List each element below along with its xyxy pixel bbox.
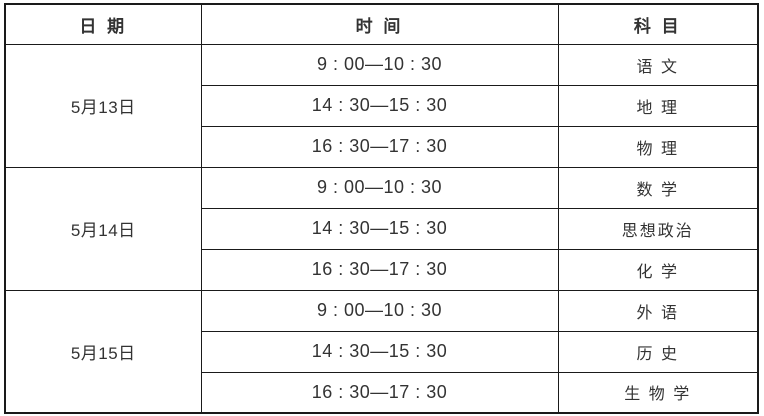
time-cell: 16 : 30—17 : 30 (200, 125, 559, 168)
time-cell: 16 : 30—17 : 30 (200, 371, 559, 414)
subject-cell: 化 学 (557, 248, 759, 291)
time-cell: 14 : 30—15 : 30 (200, 207, 559, 250)
table-row: 5月15日 9 : 00—10 : 30 外 语 (4, 289, 759, 414)
time-cell: 14 : 30—15 : 30 (200, 330, 559, 373)
time-cell: 14 : 30—15 : 30 (200, 84, 559, 127)
subject-cell: 数 学 (557, 166, 759, 209)
table-row: 16 : 30—17 : 30 生 物 学 (5, 371, 759, 414)
date-cell: 5月15日 (4, 289, 202, 414)
header-subject: 科 目 (557, 3, 759, 45)
subject-cell: 历 史 (557, 330, 759, 373)
time-cell: 16 : 30—17 : 30 (200, 248, 559, 291)
subject-cell: 生 物 学 (557, 371, 759, 414)
time-cell: 9 : 00—10 : 30 (200, 166, 559, 209)
time-cell: 9 : 00—10 : 30 (200, 289, 559, 332)
table-row: 5月13日 9 : 00—10 : 30 语 文 (4, 43, 759, 168)
header-time: 时 间 (200, 3, 559, 45)
subject-cell: 思想政治 (557, 207, 759, 250)
time-cell: 9 : 00—10 : 30 (200, 43, 559, 86)
exam-schedule-table: 日 期 时 间 科 目 5月13日 9 : 00—10 : 30 语 文 14 … (4, 3, 759, 414)
table-row: 5月14日 9 : 00—10 : 30 数 学 (4, 166, 759, 291)
subject-cell: 语 文 (557, 43, 759, 86)
subject-cell: 物 理 (557, 125, 759, 168)
subject-cell: 外 语 (557, 289, 759, 332)
header-row: 日 期 时 间 科 目 (4, 3, 759, 45)
date-cell: 5月13日 (4, 43, 202, 168)
subject-cell: 地 理 (557, 84, 759, 127)
table-row: 14 : 30—15 : 30 地 理 (5, 84, 759, 127)
table-row: 14 : 30—15 : 30 历 史 (5, 330, 759, 373)
table-row: 16 : 30—17 : 30 物 理 (5, 125, 759, 168)
table-row: 14 : 30—15 : 30 思想政治 (5, 207, 759, 250)
header-date: 日 期 (4, 3, 202, 45)
table-row: 16 : 30—17 : 30 化 学 (5, 248, 759, 291)
date-cell: 5月14日 (4, 166, 202, 291)
